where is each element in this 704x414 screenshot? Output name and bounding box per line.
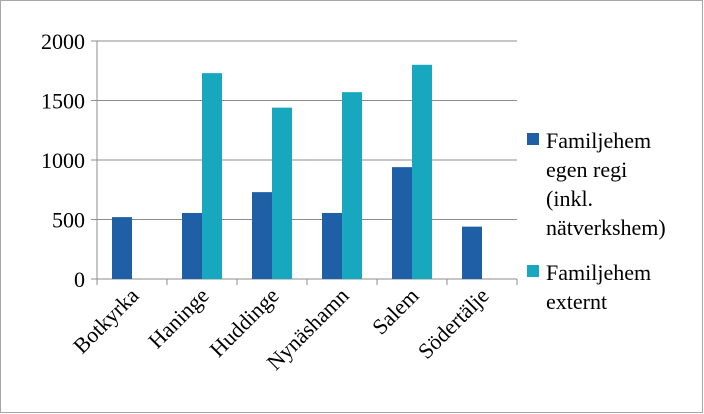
legend-label-2: externt: [546, 289, 607, 314]
legend: Familjehem egen regi (inkl. nätverkshem) Fam…: [527, 128, 666, 314]
legend-label-1: Familjehem: [546, 128, 651, 153]
x-tick-label: Botkyrka: [68, 283, 144, 359]
y-tick-label: 1000: [41, 148, 85, 173]
bar-huddinge-series-2: [272, 107, 292, 279]
bar-salem-series-1: [392, 167, 412, 279]
bar-södertälje-series-1: [462, 226, 482, 279]
y-axis-ticks: 0 500 1000 1500 2000: [41, 29, 85, 292]
y-tick-label: 500: [52, 208, 85, 233]
legend-swatch-1: [527, 133, 539, 145]
legend-swatch-2: [527, 265, 539, 277]
bars: [112, 64, 482, 279]
gridlines: [91, 40, 518, 285]
x-tick-label: Haninge: [143, 283, 213, 353]
y-tick-label: 1500: [41, 89, 85, 114]
x-tick-label: Salem: [367, 283, 424, 340]
y-tick-label: 2000: [41, 29, 85, 54]
legend-label-2: Familjehem: [546, 260, 651, 285]
bar-salem-series-2: [412, 64, 432, 279]
bar-nynäshamn-series-1: [322, 212, 342, 279]
bar-haninge-series-2: [202, 73, 222, 279]
bar-botkyrka-series-1: [112, 217, 132, 279]
bar-huddinge-series-1: [252, 192, 272, 279]
y-tick-label: 0: [74, 267, 85, 292]
bar-haninge-series-1: [182, 212, 202, 279]
legend-label-1: (inkl.: [546, 186, 593, 211]
legend-label-1: egen regi: [546, 157, 627, 182]
bar-nynäshamn-series-2: [342, 92, 362, 279]
legend-label-1: nätverkshem): [546, 215, 666, 240]
x-tick-label: Södertälje: [413, 283, 494, 364]
